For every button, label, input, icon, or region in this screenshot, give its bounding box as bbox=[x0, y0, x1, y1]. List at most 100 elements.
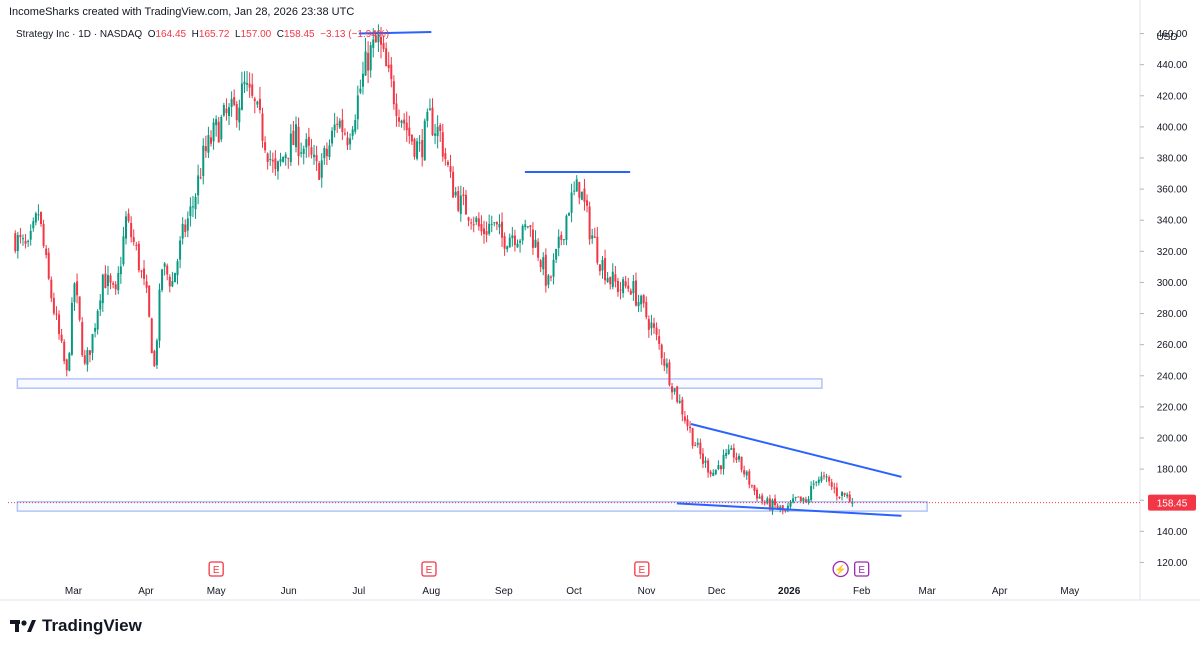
candle bbox=[21, 234, 24, 246]
symbol-title[interactable]: Strategy Inc · 1D · NASDAQ bbox=[16, 29, 143, 40]
low-value: 157.00 bbox=[240, 29, 272, 40]
price-tick-label: 260.00 bbox=[1157, 340, 1188, 351]
candle-body bbox=[758, 496, 761, 499]
candle bbox=[194, 193, 197, 219]
candle bbox=[737, 453, 740, 463]
candle bbox=[73, 282, 76, 311]
candle-body bbox=[642, 295, 645, 304]
candle bbox=[513, 229, 516, 252]
candle-body bbox=[629, 290, 632, 295]
candle bbox=[222, 102, 225, 117]
candle bbox=[640, 294, 643, 312]
candle-body bbox=[336, 123, 339, 125]
candle-body bbox=[815, 481, 818, 483]
candle bbox=[47, 247, 50, 281]
candle-body bbox=[779, 506, 782, 509]
close-value: 158.45 bbox=[284, 29, 315, 40]
candle bbox=[493, 222, 496, 227]
candle-body bbox=[209, 137, 212, 144]
price-tick-label: 320.00 bbox=[1157, 247, 1188, 258]
candle-body bbox=[817, 479, 820, 483]
candle-body bbox=[88, 350, 91, 355]
candle bbox=[444, 147, 447, 166]
candle bbox=[676, 385, 679, 404]
candle bbox=[506, 245, 509, 253]
candle bbox=[119, 256, 122, 284]
candle bbox=[258, 86, 261, 114]
candle-body bbox=[235, 104, 238, 121]
candle bbox=[470, 218, 473, 230]
candle-body bbox=[264, 142, 267, 151]
candle bbox=[68, 351, 71, 372]
candle-body bbox=[228, 107, 231, 116]
candle-body bbox=[338, 120, 341, 128]
candle-body bbox=[233, 97, 236, 105]
candle bbox=[477, 212, 480, 231]
candle-body bbox=[477, 218, 480, 227]
candle-body bbox=[78, 296, 81, 320]
trendline bbox=[690, 423, 902, 478]
candle-body bbox=[390, 64, 393, 80]
candle-body bbox=[155, 340, 158, 366]
price-tick-label: 340.00 bbox=[1157, 216, 1188, 227]
candle bbox=[848, 491, 851, 503]
candle-body bbox=[498, 224, 501, 228]
candle bbox=[58, 310, 61, 340]
candle-body bbox=[408, 127, 411, 136]
candle-body bbox=[658, 336, 661, 345]
candle bbox=[27, 239, 30, 248]
candle bbox=[683, 410, 686, 424]
candle-body bbox=[467, 217, 470, 221]
candle bbox=[114, 281, 117, 295]
candle-body bbox=[434, 133, 437, 136]
candle bbox=[279, 152, 282, 167]
candle-body bbox=[851, 502, 854, 504]
candle-body bbox=[588, 206, 591, 240]
candle bbox=[173, 272, 176, 283]
candle-body bbox=[421, 140, 424, 158]
candle-body bbox=[410, 134, 413, 142]
tradingview-logo[interactable]: TradingView bbox=[10, 616, 142, 636]
candle bbox=[686, 415, 689, 431]
candle-body bbox=[444, 153, 447, 160]
dividend-marker: ⚡ bbox=[832, 560, 849, 578]
price-tick-label: 460.00 bbox=[1157, 29, 1188, 40]
candle-body bbox=[665, 363, 668, 368]
candle bbox=[598, 264, 601, 276]
candle-body bbox=[220, 116, 223, 140]
candle bbox=[410, 134, 413, 145]
candle bbox=[431, 98, 434, 137]
candle bbox=[405, 111, 408, 142]
candle bbox=[578, 181, 581, 205]
candle-body bbox=[488, 223, 491, 234]
candle-body bbox=[222, 105, 225, 116]
candle-body bbox=[81, 322, 84, 356]
candle-body bbox=[385, 48, 388, 67]
candle-body bbox=[173, 272, 176, 283]
candle-body bbox=[50, 279, 53, 299]
candle-body bbox=[101, 274, 104, 304]
candle bbox=[593, 227, 596, 238]
time-tick-label: Mar bbox=[65, 586, 83, 597]
earnings-glyph: E bbox=[858, 565, 865, 576]
candle-body bbox=[753, 485, 756, 491]
candle bbox=[820, 471, 823, 484]
candle-body bbox=[472, 224, 475, 226]
candle-body bbox=[761, 495, 764, 502]
candle-body bbox=[194, 196, 197, 210]
candle-body bbox=[441, 132, 444, 157]
candle-body bbox=[696, 442, 699, 445]
candlestick-series bbox=[14, 24, 854, 515]
candle bbox=[65, 358, 68, 377]
candle-body bbox=[771, 499, 774, 511]
candle-body bbox=[593, 236, 596, 238]
candle bbox=[253, 96, 256, 114]
candle bbox=[395, 93, 398, 127]
candle bbox=[351, 125, 354, 140]
candle bbox=[132, 229, 135, 246]
candle-body bbox=[91, 334, 94, 353]
candle-body bbox=[810, 486, 813, 500]
high-label: H bbox=[191, 29, 199, 40]
candle bbox=[828, 475, 831, 486]
